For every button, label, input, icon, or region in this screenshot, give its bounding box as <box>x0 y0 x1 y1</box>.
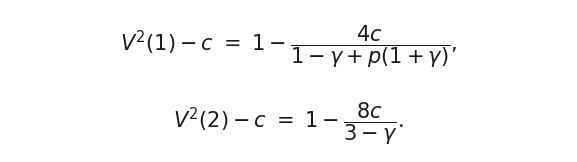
Text: $V^2(1) - c \ = \ 1 - \dfrac{4c}{1 - \gamma + p(1+\gamma)},$: $V^2(1) - c \ = \ 1 - \dfrac{4c}{1 - \ga… <box>120 24 457 70</box>
Text: $V^2(2) - c \ = \ 1 - \dfrac{8c}{3 - \gamma}.$: $V^2(2) - c \ = \ 1 - \dfrac{8c}{3 - \ga… <box>173 101 404 147</box>
